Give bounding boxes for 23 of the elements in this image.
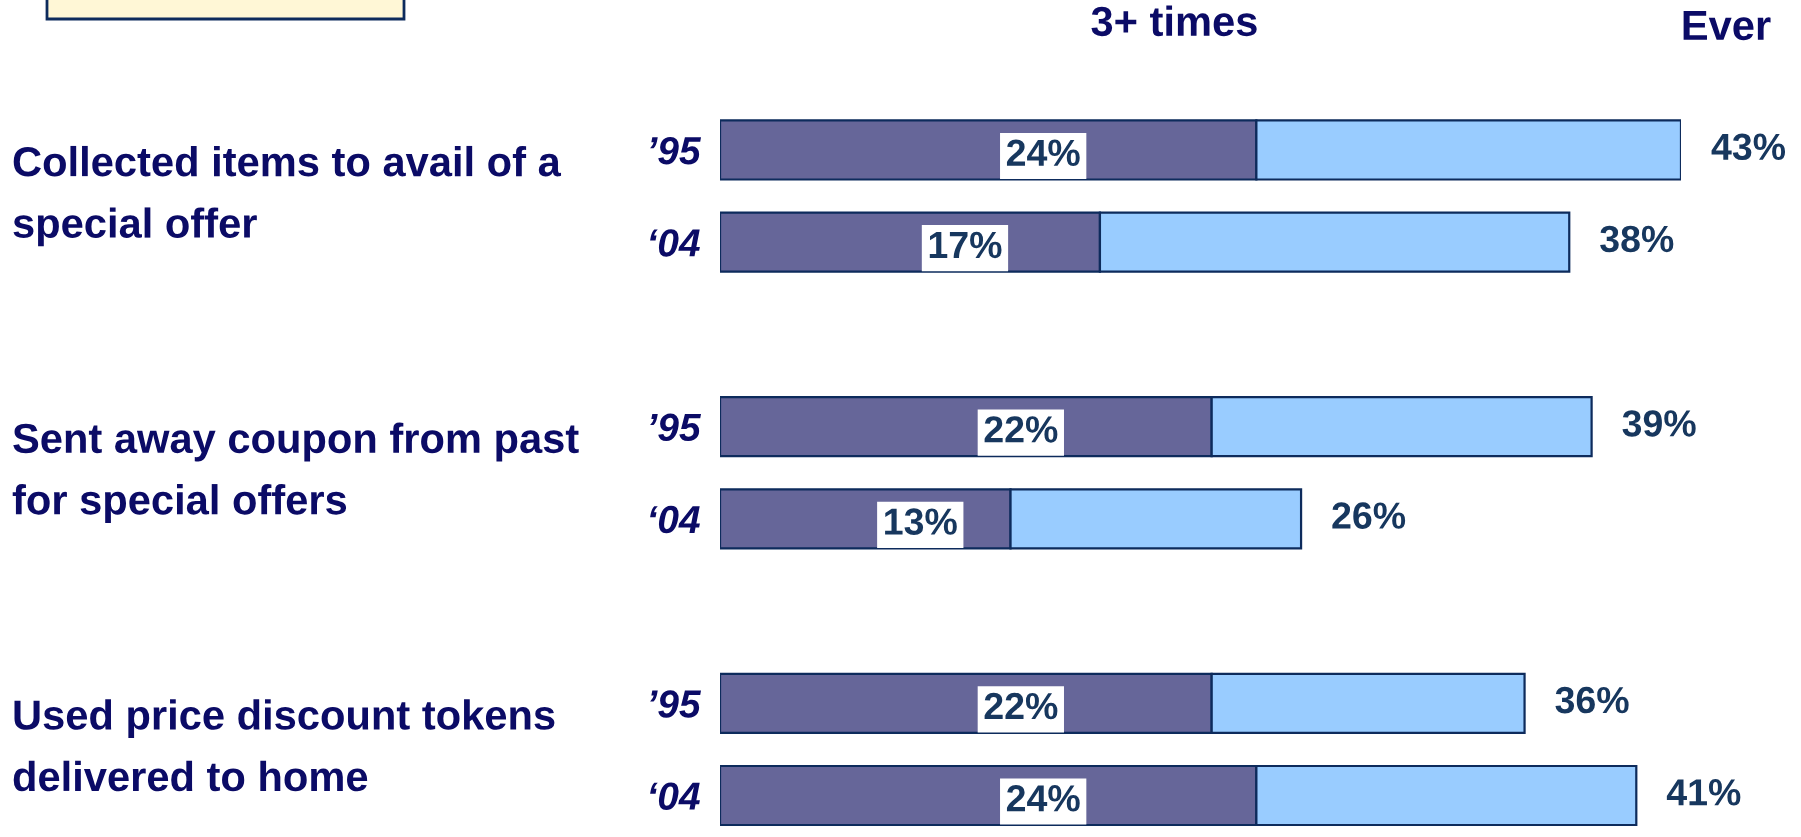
y-tick-label: ‘04 [650,229,700,257]
text: Sent away coupon from past for special offers [12,422,579,523]
data-label: 22% [984,692,1058,720]
text: Collected items to avail of a special offer [13,145,562,247]
total-label: 41% [1666,779,1741,806]
total-label: 36% [1555,686,1629,714]
text: Used price discount tokens delivered to home [13,699,555,792]
data-label: 22% [984,416,1058,443]
series-label: Ever [1683,11,1771,41]
data-label: 24% [1006,785,1080,812]
data-label: 13% [885,508,957,535]
text: 3+ times [1091,5,1257,37]
total-label: 38% [1600,225,1674,253]
y-tick-label: ’95 [650,413,702,442]
data-label: 17% [929,231,1002,259]
total-label: 43% [1711,133,1786,161]
y-tick-label: ’95 [650,690,702,718]
y-tick-label: ’95 [650,136,702,165]
total-label: 39% [1622,410,1696,437]
total-label: 26% [1332,502,1406,529]
y-tick-label: ‘04 [650,782,700,810]
data-label: 24% [1006,139,1080,166]
y-tick-label: ‘04 [650,505,700,534]
